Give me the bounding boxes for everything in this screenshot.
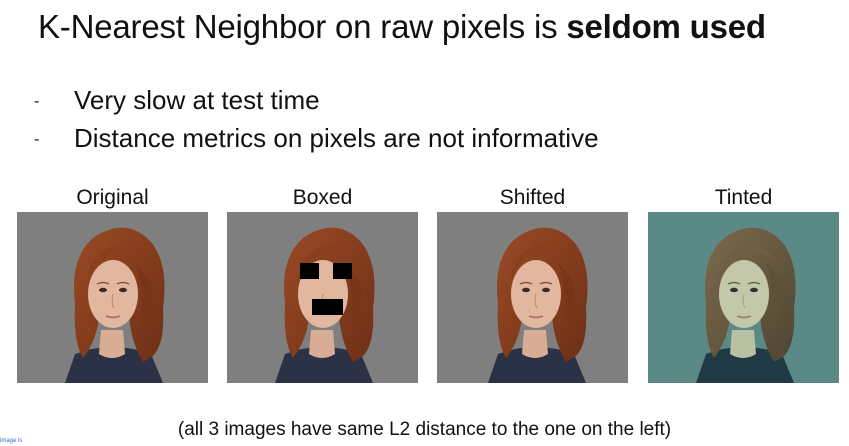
watermark-text: image is: [0, 438, 22, 444]
slide-title: K-Nearest Neighbor on raw pixels is seld…: [38, 8, 766, 46]
image-panel-original: Original: [17, 184, 208, 383]
bullet-list: - Very slow at test time - Distance metric…: [34, 82, 599, 158]
occlusion-box-right-eye: [333, 263, 352, 279]
image-panel-shifted: Shifted: [437, 184, 628, 383]
bullet-item: - Very slow at test time: [34, 82, 599, 120]
title-prefix: K-Nearest Neighbor on raw pixels is: [38, 8, 557, 45]
bullet-text: Very slow at test time: [74, 85, 320, 115]
bullet-marker: -: [34, 122, 74, 158]
image-panel-tinted: Tinted: [648, 184, 839, 383]
portrait-original-image: [17, 212, 208, 383]
occlusion-box-left-eye: [300, 263, 319, 279]
image-panel-boxed: Boxed: [227, 184, 418, 383]
image-caption: Boxed: [227, 184, 418, 212]
portrait-boxed-image: [227, 212, 418, 383]
bullet-marker: -: [34, 84, 74, 120]
image-caption: Shifted: [437, 184, 628, 212]
portrait-tinted-image: [648, 212, 839, 383]
footnote: (all 3 images have same L2 distance to t…: [0, 419, 849, 441]
bullet-text: Distance metrics on pixels are not infor…: [74, 123, 599, 153]
bullet-item: - Distance metrics on pixels are not info…: [34, 120, 599, 158]
occlusion-box-mouth: [312, 299, 343, 315]
title-emphasis: seldom used: [566, 8, 766, 45]
image-caption: Original: [17, 184, 208, 212]
portrait-shifted-image: [437, 212, 628, 383]
image-caption: Tinted: [648, 184, 839, 212]
